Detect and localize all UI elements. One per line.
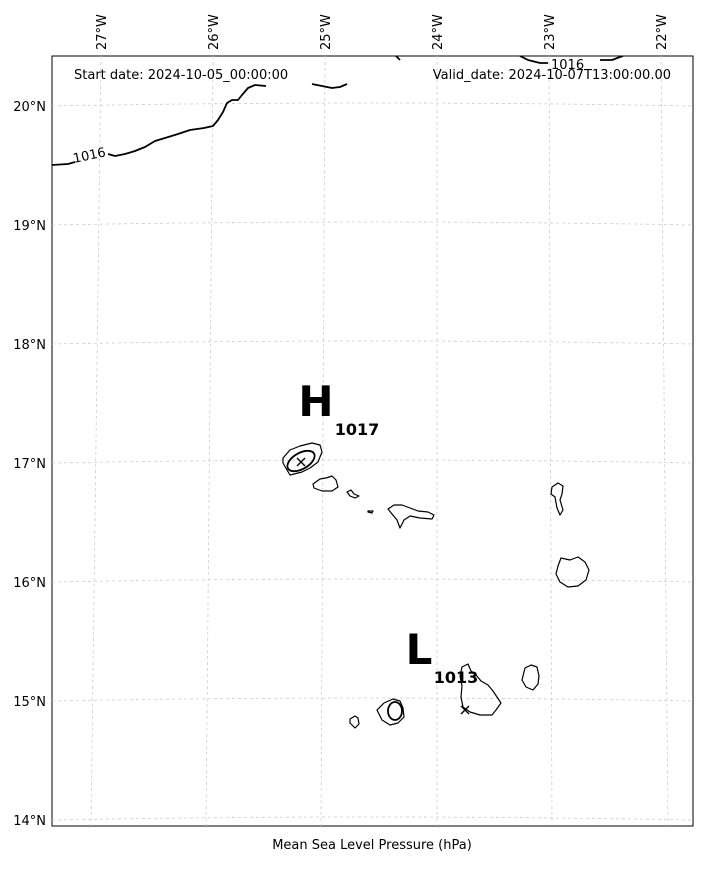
island-santiago [459, 663, 502, 716]
meridian-26w [205, 56, 214, 826]
lat-label-17n: 17°N [13, 457, 46, 472]
meridian-23w [548, 56, 553, 826]
isobar-1016-north-b [311, 83, 348, 89]
island-boa-vista [555, 556, 590, 588]
lon-label-25w: 25°W [319, 14, 334, 50]
parallel-14n [52, 816, 693, 821]
isobar-label-north: 1016 [72, 145, 107, 167]
lon-label-26w: 26°W [207, 14, 222, 50]
isobar-1016-top [395, 56, 624, 64]
map-caption: Mean Sea Level Pressure (hPa) [272, 838, 472, 853]
valid-date: Valid_date: 2024-10-07T13:00:00.00 [433, 68, 671, 83]
isobar-1016-north [52, 84, 267, 166]
meridian-27w [90, 56, 102, 826]
island-raso [367, 510, 374, 514]
latitude-labels: 20°N 19°N 18°N 17°N 16°N 15°N 14°N [13, 100, 46, 829]
isobar-low-inner [387, 701, 403, 721]
island-santa-luzia [346, 489, 360, 499]
high-letter: H [298, 377, 333, 426]
high-value: 1017 [335, 420, 380, 439]
lon-label-23w: 23°W [543, 14, 558, 50]
island-maio [521, 664, 540, 691]
map-frame [51, 55, 694, 827]
island-santo-antao [282, 442, 323, 476]
parallel-18n [52, 340, 693, 345]
low-letter: L [406, 625, 433, 674]
lat-label-15n: 15°N [13, 695, 46, 710]
lon-label-24w: 24°W [431, 14, 446, 50]
parallel-15n [52, 697, 693, 702]
isobar-high-inner [286, 449, 316, 473]
isobars [52, 56, 624, 721]
low-center-marker [460, 705, 470, 715]
graticule [52, 56, 693, 826]
lat-label-20n: 20°N [13, 100, 46, 115]
island-sal [550, 482, 564, 516]
low-value: 1013 [434, 668, 479, 687]
longitude-labels: 27°W 26°W 25°W 24°W 23°W 22°W [95, 14, 670, 50]
lat-label-16n: 16°N [13, 576, 46, 591]
island-fogo [376, 698, 405, 726]
parallel-19n [52, 221, 693, 226]
lat-label-14n: 14°N [13, 814, 46, 829]
lat-label-18n: 18°N [13, 338, 46, 353]
isobar-label-top: 1016 [551, 58, 584, 73]
lon-label-27w: 27°W [95, 14, 110, 50]
lon-label-22w: 22°W [655, 14, 670, 50]
parallel-20n [52, 102, 693, 107]
meridian-22w [660, 56, 669, 826]
start-date: Start date: 2024-10-05_00:00:00 [74, 68, 288, 83]
coastlines [282, 442, 590, 729]
meridian-25w [320, 56, 326, 826]
island-sao-vicente [312, 475, 339, 492]
island-brava [349, 715, 360, 729]
parallel-16n [52, 578, 693, 583]
parallel-17n [52, 459, 693, 464]
lat-label-19n: 19°N [13, 219, 46, 234]
island-sao-nicolau [387, 504, 435, 529]
high-center-marker [296, 457, 306, 467]
